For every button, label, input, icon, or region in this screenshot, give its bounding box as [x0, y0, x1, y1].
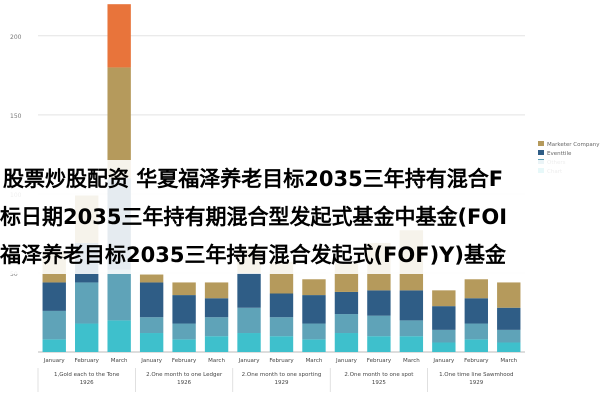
y-tick-label: 150 — [10, 113, 22, 120]
x-category-label: March — [306, 358, 323, 364]
bar-segment — [204, 282, 229, 299]
x-group-label: 1929 — [469, 380, 483, 386]
overlay-title-line-2: 标日期2035三年持有期混合型发起式基金中基金(FOI — [0, 198, 600, 236]
x-category-label: February — [75, 358, 100, 364]
x-group-label: 2.One month to one sporting — [242, 372, 322, 378]
bar-segment — [172, 282, 196, 296]
x-category-label: February — [172, 358, 197, 364]
x-group-label: 1.One time line Sawmhood — [439, 372, 513, 378]
bar-segment — [42, 282, 66, 311]
bar-segment — [269, 317, 294, 337]
x-group-label: 1925 — [372, 380, 386, 386]
bar-segment — [399, 290, 424, 321]
bar-segment — [139, 274, 164, 283]
x-category-label: February — [464, 358, 489, 364]
x-category-label: March — [208, 358, 225, 364]
bar-segment — [237, 307, 261, 334]
bar-segment — [367, 315, 391, 337]
y-tick-label: 50 — [10, 271, 18, 278]
bar-segment — [172, 339, 196, 352]
x-group-label: 1,Gold each to the Tone — [54, 372, 120, 378]
bar-segment — [367, 290, 391, 316]
bar-segment — [464, 339, 488, 352]
bar-segment — [139, 282, 164, 318]
x-category-label: February — [367, 358, 392, 364]
legend-swatch — [538, 150, 544, 155]
bar-segment — [172, 295, 196, 324]
legend-swatch — [538, 141, 544, 146]
bar-segment — [497, 342, 521, 352]
bar-segment — [367, 336, 391, 352]
bar-segment — [464, 279, 488, 299]
bar-segment — [302, 339, 326, 352]
bar-segment — [75, 282, 99, 324]
x-category-label: January — [140, 358, 163, 364]
x-category-label: March — [500, 358, 517, 364]
x-category-label: January — [43, 358, 66, 364]
bar-segment — [107, 4, 131, 68]
bar-segment — [269, 336, 294, 352]
bar-segment — [42, 339, 66, 352]
bar-segment — [334, 333, 359, 352]
x-category-label: January — [335, 358, 358, 364]
bar-segment — [139, 333, 164, 352]
bar-segment — [107, 67, 131, 179]
bar-segment — [497, 307, 521, 330]
x-category-label: January — [238, 358, 261, 364]
overlay-title-line-3: 福泽养老目标2035三年持有混合发起式(FOF)Y)基金 — [0, 236, 600, 274]
y-tick-label: 200 — [10, 34, 22, 41]
bar-segment — [432, 306, 456, 330]
bar-segment — [204, 317, 229, 337]
legend-entry: Eventtile — [547, 151, 572, 157]
bar-segment — [334, 314, 359, 334]
bar-segment — [302, 323, 326, 340]
bar-segment — [139, 317, 164, 334]
bar-segment — [302, 279, 326, 296]
x-group-label: 1926 — [80, 380, 94, 386]
x-group-label: 2.One month to one Ledger — [146, 372, 223, 378]
bar-segment — [42, 310, 66, 340]
overlay-title-line-1: 股票炒股配资 华夏福泽养老目标2035三年持有混合F — [0, 160, 600, 198]
bar-segment — [464, 323, 488, 340]
bar-segment — [302, 295, 326, 324]
x-category-label: February — [269, 358, 294, 364]
bar-segment — [237, 272, 261, 308]
bar-segment — [204, 298, 229, 318]
bar-segment — [464, 298, 488, 324]
x-group-label: 2.One month to one spot — [344, 372, 414, 378]
bar-segment — [497, 329, 521, 343]
legend-entry: Marketer Company — [547, 142, 600, 148]
bar-segment — [172, 323, 196, 340]
bar-segment — [399, 320, 424, 337]
x-category-label: January — [432, 358, 455, 364]
x-axis-category-labels: January February March January February March… — [43, 358, 518, 364]
bar-segment — [107, 320, 131, 352]
bar-segment — [432, 290, 456, 307]
bar-segment — [399, 336, 424, 352]
bar-segment — [334, 291, 359, 315]
x-axis-group-labels: 1,Gold each to the Tone 1926 2.One month t… — [37, 368, 514, 392]
bar-segment — [432, 342, 456, 352]
x-group-label: 1929 — [275, 380, 289, 386]
bar-segment — [269, 293, 294, 318]
bar-segment — [432, 329, 456, 343]
bar-segment — [107, 269, 131, 321]
x-category-label: March — [403, 358, 420, 364]
bar-segment — [204, 336, 229, 352]
bar-segment — [75, 323, 99, 352]
x-group-label: 1926 — [177, 380, 191, 386]
bar-segment — [497, 282, 521, 308]
bar-segment — [237, 333, 261, 352]
x-category-label: March — [111, 358, 128, 364]
